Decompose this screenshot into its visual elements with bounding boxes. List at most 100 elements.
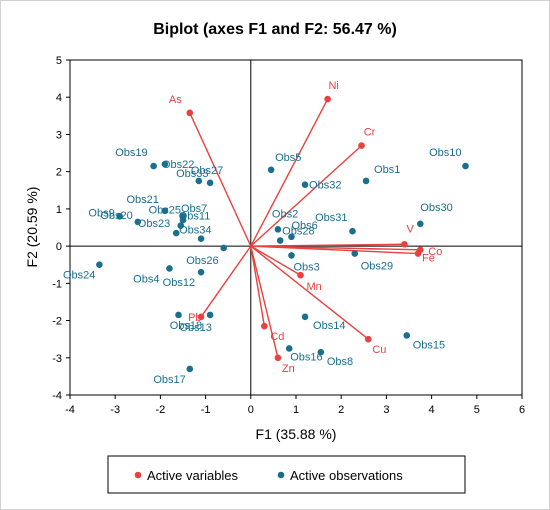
observation-label-obs3: Obs3 [293,261,319,273]
vector-tip-cr [358,142,365,149]
observation-point-obs9 [116,213,124,220]
x-tick-label: -2 [156,404,166,416]
observation-label-obs18: Obs18 [170,320,202,332]
observation-label-obs24: Obs24 [63,270,95,282]
y-tick-label: 4 [56,92,62,104]
observation-points: Obs1 Obs2 Obs3 Obs4 Obs5 Obs6 Obs7 Obs8 Obs9 Obs1… [63,147,469,386]
legend: Active variables Active observations [107,455,466,494]
observation-point-obs22 [161,160,169,168]
y-tick-label: 0 [56,241,62,253]
observation-point-obs29 [351,250,359,257]
y-tick-label: 5 [56,55,62,67]
observation-label-obs29: Obs29 [361,261,393,273]
x-tick-label: 5 [474,404,480,416]
y-tick-label: -2 [52,316,62,328]
vector-tip-v [401,240,408,248]
variable-label-v: V [406,223,414,235]
vector-cd [250,245,266,327]
observation-point-obs19 [150,162,157,170]
observation-point-obs4 [166,265,173,272]
variable-label-pb: Pb [188,312,201,324]
observation-label-obs6: Obs6 [291,220,317,232]
observation-label-obs11: Obs11 [179,211,211,223]
y-tick-label: 3 [56,129,62,141]
observation-label-obs15: Obs15 [413,339,445,351]
vector-tip-pb [197,313,205,321]
vector-cr [250,145,363,247]
observation-label-obs21: Obs21 [126,194,158,206]
observation-label-obs34: Obs34 [179,225,211,237]
vector-tip-cd [261,322,268,330]
legend-observations-marker [277,471,285,479]
y-tick-label: 1 [56,204,62,216]
x-axis-label: F1 (35.88 %) [256,426,337,442]
vector-zn [250,245,279,358]
x-tick-label: 0 [248,404,254,416]
observation-point-obs32 [301,181,309,188]
legend-variables-label: Active variables [147,468,239,483]
vector-fe [250,245,419,255]
observation-point-obs27 [195,177,203,185]
vector-cu [250,245,369,340]
observation-point-obs21 [161,207,169,215]
observation-point-obs30 [417,220,424,228]
observation-point-obs6 [288,233,295,241]
x-tick-label: -1 [201,404,211,416]
y-tick-label: 2 [56,167,62,179]
observation-point-obs25 [179,213,187,220]
observation-point-obs20 [134,218,142,226]
legend-observations-label: Active observations [290,468,403,483]
vector-tip-ni [324,95,331,103]
variable-label-ni: Ni [328,80,338,92]
vector-ni [250,98,329,247]
observation-label-obs7: Obs7 [181,203,207,215]
axes: -4 -3 -2 -1 0 1 2 3 4 5 6 -4 -3 -2 -1 0 1 2 3 4 5 [52,55,525,416]
observation-label-obs9: Obs9 [88,207,114,219]
observation-label-obs12: Obs12 [163,277,195,289]
legend-box [107,455,466,494]
variable-label-cr: Cr [364,127,376,139]
observation-point-obs31 [349,227,356,235]
observation-point-obs5 [267,166,275,174]
observation-label-obs31: Obs31 [315,212,347,224]
observation-point-obs34 [197,235,205,242]
variable-label-zn: Zn [282,363,295,375]
vector-tip-as [186,109,194,117]
observation-label-obs27: Obs27 [191,165,223,177]
observation-label-obs33: Obs33 [176,168,208,180]
observation-label-obs17: Obs17 [153,374,185,386]
observation-point-obs23 [172,229,180,237]
observation-label-obs28: Obs28 [282,226,314,238]
vector-tip-mn [297,271,304,279]
x-tick-label: 1 [293,404,299,416]
y-tick-label: -3 [52,353,62,365]
variable-label-cu: Cu [372,344,386,356]
observation-point-obs18 [206,311,214,319]
observation-label-obs32: Obs32 [309,180,341,192]
x-tick-label: 3 [383,404,389,416]
y-axis-label: F2 (20.59 %) [24,187,40,268]
observation-label-obs25: Obs25 [149,204,181,216]
chart-title: Biplot (axes F1 and F2: 56.47 %) [153,21,397,38]
observation-label-obs13: Obs13 [179,322,211,334]
observation-label-obs10: Obs10 [429,147,461,159]
observation-point-obs28 [276,237,284,244]
observation-label-obs19: Obs19 [115,147,147,159]
observation-label-obs14: Obs14 [313,320,345,332]
observation-point-obs33 [206,179,214,187]
observation-point-obs1 [362,177,370,185]
variable-label-as: As [169,94,182,106]
variable-label-fe: Fe [422,253,435,265]
observation-point-obs14 [301,313,309,321]
vector-mn [250,245,301,276]
x-tick-label: -3 [110,404,120,416]
y-tick-label: -1 [52,278,62,290]
x-tick-label: 4 [429,404,435,416]
observation-point-obs12 [197,268,205,276]
observation-point-obs24 [96,261,103,269]
observation-point-obs10 [462,162,469,170]
observation-point-obs2 [274,226,282,233]
